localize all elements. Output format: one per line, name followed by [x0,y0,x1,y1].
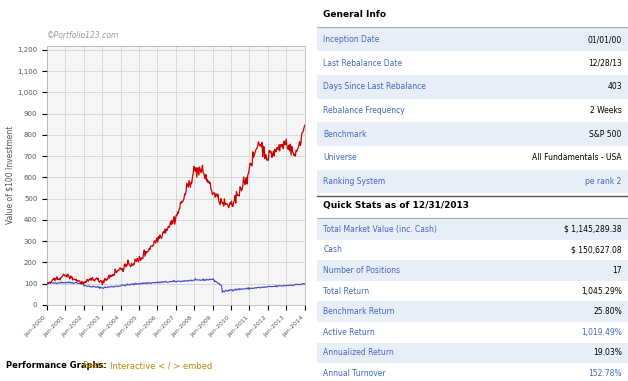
Text: Number of Positions: Number of Positions [323,266,401,275]
Text: 1,019.49%: 1,019.49% [581,328,622,337]
Text: General Info: General Info [323,10,386,19]
Text: ©Portfolio123.com: ©Portfolio123.com [47,31,119,40]
Text: Cash: Cash [323,245,342,255]
Text: $ 1,145,289.38: $ 1,145,289.38 [564,225,622,234]
Text: 1,045.29%: 1,045.29% [581,287,622,296]
FancyBboxPatch shape [317,219,628,240]
Text: 25.80%: 25.80% [593,307,622,316]
FancyBboxPatch shape [317,260,628,281]
Text: $ 150,627.08: $ 150,627.08 [571,245,622,255]
Text: Universe: Universe [323,153,357,162]
Text: Ranking System: Ranking System [323,177,386,186]
Text: Quick Stats as of 12/31/2013: Quick Stats as of 12/31/2013 [323,201,469,210]
Text: 152.78%: 152.78% [588,369,622,378]
FancyBboxPatch shape [317,75,628,99]
Text: 17: 17 [612,266,622,275]
FancyBboxPatch shape [317,322,628,343]
Text: Active Return: Active Return [323,328,375,337]
Text: Annual Turnover: Annual Turnover [323,369,386,378]
Text: Total Return: Total Return [323,287,369,296]
Text: Basic: Basic [82,361,104,370]
Text: 12/28/13: 12/28/13 [588,59,622,68]
Text: pe rank 2: pe rank 2 [585,177,622,186]
Text: Total Market Value (inc. Cash): Total Market Value (inc. Cash) [323,225,437,234]
FancyBboxPatch shape [317,28,628,51]
Text: Days Since Last Rebalance: Days Since Last Rebalance [323,82,426,91]
FancyBboxPatch shape [317,363,628,381]
Text: Annualized Return: Annualized Return [323,348,394,357]
Text: 2 Weeks: 2 Weeks [590,106,622,115]
Text: All Fundamentals - USA: All Fundamentals - USA [532,153,622,162]
FancyBboxPatch shape [317,240,628,260]
Text: 19.03%: 19.03% [593,348,622,357]
Text: Performance Graphs:: Performance Graphs: [6,361,107,370]
FancyBboxPatch shape [317,281,628,301]
Text: Inception Date: Inception Date [323,35,380,44]
Text: Rebalance Frequency: Rebalance Frequency [323,106,405,115]
FancyBboxPatch shape [317,343,628,363]
Text: Benchmark: Benchmark [323,130,367,139]
FancyBboxPatch shape [317,170,628,193]
Text: S&P 500: S&P 500 [590,130,622,139]
FancyBboxPatch shape [317,146,628,170]
Text: 01/01/00: 01/01/00 [588,35,622,44]
Text: Interactive < / > embed: Interactive < / > embed [110,361,212,370]
Text: Last Rebalance Date: Last Rebalance Date [323,59,403,68]
Text: 403: 403 [607,82,622,91]
FancyBboxPatch shape [317,122,628,146]
Y-axis label: Value of $100 Investment: Value of $100 Investment [6,126,14,224]
Text: Benchmark Return: Benchmark Return [323,307,395,316]
FancyBboxPatch shape [317,51,628,75]
FancyBboxPatch shape [317,99,628,122]
FancyBboxPatch shape [317,301,628,322]
